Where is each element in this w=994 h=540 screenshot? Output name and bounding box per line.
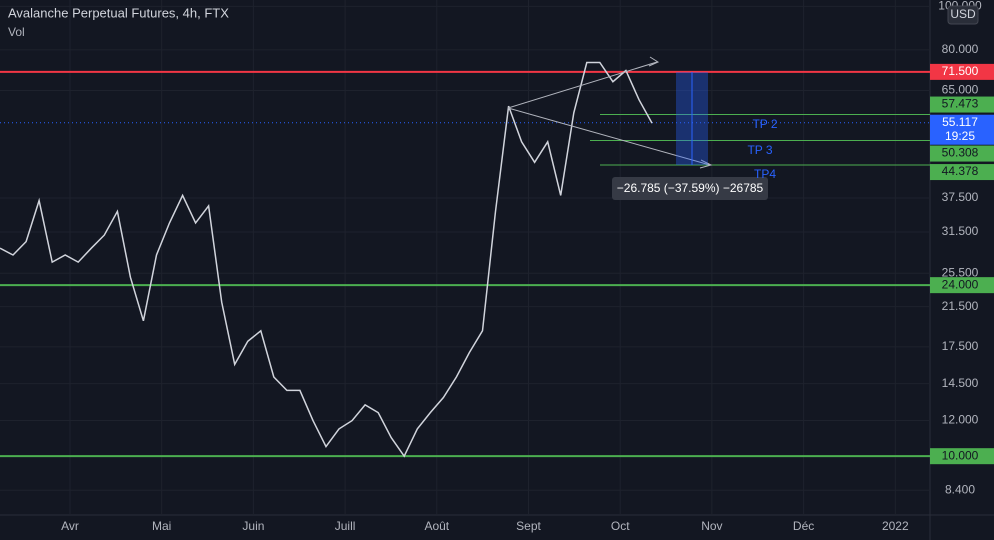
trend-line bbox=[507, 61, 658, 109]
price-label: 24.000 bbox=[942, 277, 979, 291]
x-tick-label: Avr bbox=[61, 519, 79, 533]
y-tick-label: 12.000 bbox=[942, 413, 979, 427]
currency: USD bbox=[950, 7, 976, 21]
price-line bbox=[0, 61, 653, 458]
y-tick-label: 14.500 bbox=[942, 376, 979, 390]
y-tick-label: 80.000 bbox=[942, 42, 979, 56]
y-tick-label: 65.000 bbox=[942, 83, 979, 97]
y-tick-label: 31.500 bbox=[942, 224, 979, 238]
price-label-box bbox=[930, 277, 994, 294]
chart-title: Avalanche Perpetual Futures, 4h, FTX bbox=[8, 5, 229, 20]
price-label: 10.000 bbox=[942, 448, 979, 462]
y-tick-label: 37.500 bbox=[942, 190, 979, 204]
price-label: 50.308 bbox=[942, 146, 979, 160]
arrow-head bbox=[648, 56, 660, 67]
y-tick-label: 17.500 bbox=[942, 339, 979, 353]
price-label: 44.378 bbox=[942, 164, 979, 178]
annotation: TP 2 bbox=[752, 117, 777, 131]
price-label-box bbox=[930, 145, 994, 162]
price-label-box bbox=[930, 448, 994, 465]
price-label-box bbox=[930, 63, 994, 80]
price-label-box bbox=[930, 96, 994, 113]
arrow-head bbox=[699, 159, 713, 169]
x-tick-label: 2022 bbox=[882, 519, 909, 533]
x-tick-label: Juin bbox=[242, 519, 264, 533]
price-timer: 19:25 bbox=[945, 129, 975, 143]
price-label: 55.117 bbox=[942, 115, 978, 129]
x-tick-label: Sept bbox=[516, 519, 541, 533]
measure-label-box bbox=[612, 177, 768, 200]
currency-box bbox=[947, 5, 979, 25]
y-axis: 100.00080.00065.00037.50031.50025.50021.… bbox=[930, 0, 994, 496]
price-label: 57.473 bbox=[942, 97, 979, 111]
y-tick-label: 8.400 bbox=[945, 482, 975, 496]
trend-line bbox=[507, 107, 711, 166]
x-tick-label: Oct bbox=[611, 519, 630, 533]
y-tick-label: 21.500 bbox=[942, 299, 979, 313]
x-tick-label: Déc bbox=[793, 519, 814, 533]
x-tick-label: Août bbox=[424, 519, 449, 533]
price-label-box bbox=[930, 164, 994, 181]
x-tick-label: Mai bbox=[152, 519, 171, 533]
measure-label: −26.785 (−37.59%) −26785 bbox=[617, 181, 764, 195]
plot bbox=[0, 61, 930, 458]
price-label: 71.500 bbox=[942, 64, 979, 78]
annotation: TP 3 bbox=[747, 143, 772, 157]
price-label-box bbox=[930, 114, 994, 145]
y-tick-label: 25.500 bbox=[942, 265, 979, 279]
subtitle: Vol bbox=[8, 25, 25, 39]
x-tick-label: Juill bbox=[335, 519, 356, 533]
x-tick-label: Nov bbox=[701, 519, 722, 533]
annotation: TP4 bbox=[754, 167, 776, 181]
